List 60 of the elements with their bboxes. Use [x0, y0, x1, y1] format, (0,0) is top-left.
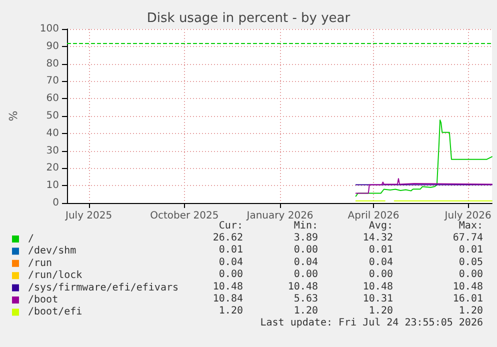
y-tick-label: 20 [46, 162, 59, 174]
text: 0.01 [458, 244, 483, 256]
text: 1.20 [458, 306, 483, 317]
x-tick-label: July 2025 [64, 210, 112, 222]
chart-title: Disk usage in percent - by year [146, 11, 351, 26]
text: 1.20 [294, 306, 318, 317]
legend-label: /run [28, 258, 52, 269]
y-axis-title: % [7, 110, 20, 122]
legend-label: /dev/shm [28, 246, 76, 257]
legend-label: / [28, 234, 34, 244]
y-tick-label: 60 [46, 93, 59, 104]
x-tick-label: October 2025 [150, 210, 219, 222]
text: 0.00 [294, 269, 318, 280]
text: Cur: [218, 220, 243, 232]
y-tick-label: 0 [52, 198, 59, 208]
text: 0.00 [218, 269, 243, 280]
text: Max: [458, 220, 483, 232]
y-tick-label: 90 [46, 40, 59, 52]
text: Min: [294, 220, 318, 232]
text: 10.31 [362, 294, 393, 304]
legend-label: /run/lock [28, 270, 82, 282]
legend-label: /boot [28, 294, 58, 306]
text: 67.74 [452, 232, 483, 244]
legend-label: /boot/efi [28, 306, 82, 318]
text: 10.48 [452, 281, 483, 292]
text: 0.00 [368, 269, 393, 280]
text: 0.04 [368, 256, 393, 268]
text: 0.00 [294, 244, 318, 256]
text: 0.04 [294, 256, 318, 268]
x-tick-label: January 2026 [246, 210, 314, 222]
y-tick-label: 70 [46, 76, 59, 87]
x-tick-label: April 2026 [348, 210, 400, 222]
text: 16.01 [452, 294, 483, 304]
text: 10.48 [212, 281, 243, 292]
text: Avg: [368, 220, 393, 232]
text: 10.84 [212, 294, 243, 304]
text: 26.62 [212, 232, 243, 244]
text: 10.48 [288, 281, 318, 292]
y-tick-label: 50 [46, 110, 59, 122]
text: 0.05 [458, 256, 483, 268]
y-tick-label: 40 [46, 128, 59, 139]
text: Last update: Fri Jul 24 23:55:05 2026 [260, 318, 483, 328]
text: 0.04 [218, 256, 243, 268]
y-tick-label: 100 [40, 24, 59, 34]
text: 0.00 [458, 269, 483, 280]
text: 14.32 [362, 232, 393, 244]
text: 5.63 [294, 294, 318, 304]
text: 0.01 [218, 244, 243, 256]
y-tick-label: 30 [46, 145, 59, 156]
text: 0.01 [368, 244, 393, 256]
line-series [355, 120, 492, 197]
text: 3.89 [294, 232, 318, 244]
legend-label: /sys/firmware/efi/efivars [28, 282, 179, 294]
text: 10.48 [362, 281, 393, 292]
x-tick-label: July 2026 [444, 210, 492, 222]
y-tick-label: 10 [46, 180, 59, 192]
line-series [355, 178, 492, 194]
y-tick-label: 80 [46, 58, 59, 70]
text: 1.20 [218, 306, 243, 317]
text: 1.20 [368, 306, 393, 317]
